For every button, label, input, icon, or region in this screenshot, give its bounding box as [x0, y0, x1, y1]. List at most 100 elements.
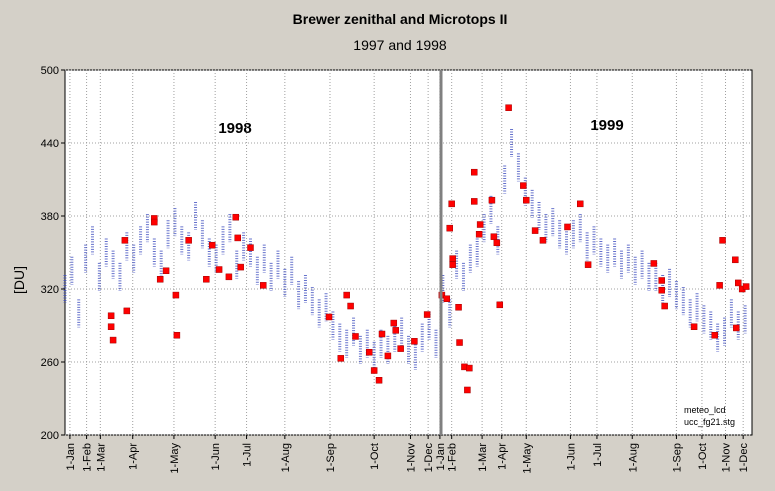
- data-point: [121, 237, 129, 244]
- y-tick-label: 260: [41, 357, 59, 369]
- data-point: [392, 327, 399, 334]
- data-point: [352, 333, 359, 340]
- data-point: [539, 237, 547, 244]
- y-tick-label: 500: [41, 65, 59, 77]
- data-point: [449, 255, 456, 262]
- data-point: [172, 291, 180, 299]
- x-tick-label: 1-Nov: [721, 443, 733, 473]
- data-point: [690, 323, 698, 330]
- annotation: ucc_fg21.stg: [684, 417, 735, 427]
- x-tick-label: 1-Jan: [435, 443, 447, 471]
- data-point: [464, 386, 471, 394]
- x-tick-label: 1-Feb: [82, 443, 94, 472]
- data-point: [347, 302, 354, 310]
- data-point: [365, 349, 373, 356]
- x-tick-label: 1-May: [521, 443, 533, 474]
- y-tick-label: 440: [41, 138, 59, 150]
- data-point: [156, 276, 164, 283]
- annotation: 1998: [218, 120, 251, 137]
- data-point: [215, 266, 223, 273]
- x-tick-label: 1-Apr: [497, 443, 509, 470]
- chart-title: Brewer zenithal and Microtops II: [293, 11, 508, 27]
- data-point: [123, 307, 131, 315]
- data-point: [173, 331, 181, 339]
- data-point: [208, 241, 216, 249]
- data-point: [455, 304, 462, 311]
- x-tick-label: 1-Dec: [738, 443, 750, 473]
- data-point: [384, 352, 392, 360]
- data-point: [203, 276, 210, 283]
- chart-subtitle: 1997 and 1998: [353, 37, 447, 53]
- data-point: [650, 260, 658, 267]
- data-point: [343, 291, 350, 299]
- data-point: [109, 336, 117, 344]
- plot-area: [64, 69, 753, 436]
- data-point: [661, 302, 668, 310]
- data-point: [732, 256, 739, 264]
- data-point: [493, 239, 501, 247]
- data-point: [225, 273, 233, 281]
- data-point: [505, 104, 512, 111]
- data-point: [735, 279, 742, 287]
- data-point: [259, 282, 267, 289]
- x-tick-label: 1-Aug: [627, 443, 639, 472]
- data-point: [390, 319, 398, 327]
- data-point: [370, 367, 378, 374]
- annotation: meteo_lcd: [684, 405, 726, 415]
- x-tick-label: 1-Mar: [477, 443, 489, 472]
- data-point: [443, 295, 451, 302]
- data-point: [448, 200, 455, 208]
- x-tick-label: 1-Sep: [325, 443, 337, 472]
- data-point: [456, 339, 463, 346]
- data-point: [375, 377, 383, 384]
- data-point: [247, 244, 254, 251]
- data-point: [658, 277, 665, 284]
- data-point: [564, 223, 571, 231]
- data-point: [449, 261, 456, 268]
- data-point: [719, 237, 726, 244]
- data-point: [162, 267, 170, 274]
- x-tick-label: 1-Oct: [369, 443, 381, 470]
- y-tick-label: 380: [41, 211, 59, 223]
- data-point: [232, 213, 240, 221]
- data-point: [520, 182, 527, 189]
- x-tick-label: 1-Apr: [128, 443, 140, 470]
- x-tick-label: 1-May: [169, 443, 181, 474]
- x-tick-label: 1-Jul: [242, 443, 254, 467]
- x-tick-label: 1-Nov: [405, 443, 417, 473]
- data-point: [423, 311, 431, 318]
- x-tick-label: 1-Mar: [95, 443, 107, 472]
- data-point: [531, 227, 539, 234]
- y-tick-label: 320: [41, 284, 59, 296]
- data-point: [151, 218, 158, 226]
- data-point: [107, 323, 115, 330]
- data-point: [466, 364, 473, 372]
- data-point: [471, 168, 478, 176]
- data-point: [107, 312, 115, 320]
- y-tick-label: 200: [41, 430, 59, 442]
- data-point: [325, 313, 333, 321]
- x-tick-label: 1-Sep: [671, 443, 683, 472]
- x-tick-label: 1-Jul: [592, 443, 604, 467]
- data-point: [577, 200, 584, 208]
- x-tick-label: 1-Dec: [423, 443, 435, 473]
- data-point: [378, 330, 386, 338]
- data-point: [658, 286, 665, 294]
- x-tick-label: 1-Jan: [65, 443, 77, 471]
- data-point: [716, 282, 723, 289]
- data-point: [234, 234, 241, 242]
- data-point: [496, 301, 504, 309]
- data-point: [185, 237, 192, 244]
- data-point: [476, 221, 484, 228]
- data-point: [397, 345, 404, 352]
- data-point: [446, 224, 453, 232]
- data-point: [411, 338, 418, 345]
- data-point: [711, 331, 718, 339]
- data-point: [584, 261, 592, 268]
- x-tick-label: 1-Jun: [565, 443, 577, 471]
- data-point: [523, 196, 530, 204]
- data-point: [733, 324, 740, 332]
- x-tick-label: 1-Feb: [447, 443, 459, 472]
- y-axis-label: [DU]: [11, 266, 27, 294]
- data-point: [488, 196, 496, 204]
